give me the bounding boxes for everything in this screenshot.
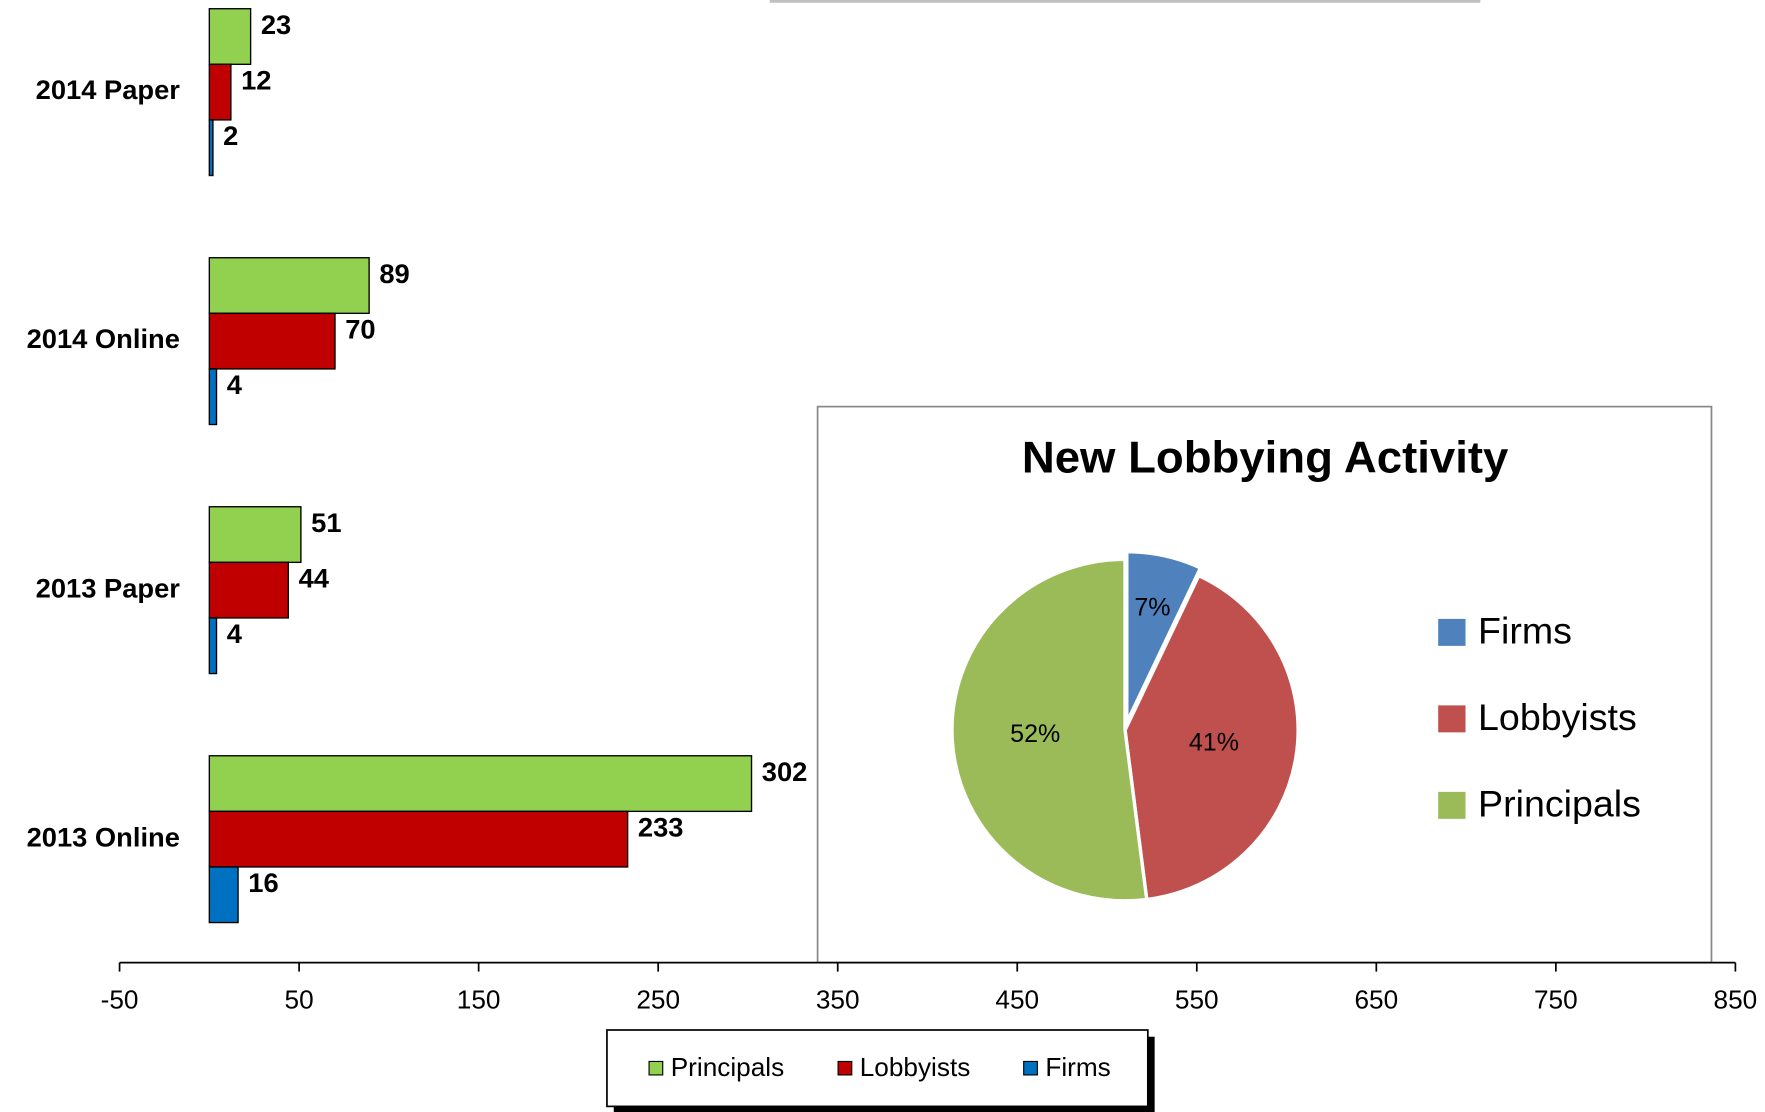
bar-value-label: 233 (638, 812, 684, 843)
bar (208, 617, 218, 675)
legend-label: Principals (1478, 783, 1641, 825)
legend-label: Firms (1045, 1052, 1110, 1082)
bar (208, 312, 336, 370)
bar (208, 8, 252, 65)
legend-swatch (648, 1060, 664, 1076)
bar (208, 810, 629, 868)
legend-swatch (1023, 1060, 1038, 1076)
bar (208, 755, 753, 813)
pie-value-label: 7% (1134, 594, 1170, 622)
bar (208, 561, 290, 619)
x-tick-label: 650 (1354, 985, 1398, 1015)
legend-swatch (1438, 791, 1466, 819)
legend-swatch (837, 1060, 853, 1076)
x-tick-label: 150 (457, 985, 501, 1015)
category-label: 2014 Paper (36, 74, 181, 105)
x-tick-label: 750 (1534, 985, 1578, 1015)
x-tick-label: 50 (285, 985, 314, 1015)
x-tick-label: 450 (995, 985, 1039, 1015)
x-tick-label: -50 (101, 985, 139, 1015)
bar-value-label: 4 (227, 369, 242, 400)
category-label: 2014 Online (27, 323, 180, 354)
bar (208, 63, 232, 121)
x-tick-label: 550 (1175, 985, 1219, 1015)
bar-value-label: 2 (223, 120, 238, 151)
legend-label: Lobbyists (860, 1052, 971, 1082)
bar-value-label: 70 (345, 314, 375, 345)
legend-label: Firms (1478, 610, 1572, 652)
bar-value-label: 4 (227, 618, 242, 649)
legend-box (606, 1029, 1149, 1108)
category-label: 2013 Paper (36, 572, 181, 603)
legend-label: Principals (671, 1052, 784, 1082)
bar (208, 257, 370, 314)
bar (208, 506, 302, 564)
x-tick-label: 350 (816, 985, 860, 1015)
bar (208, 866, 239, 924)
pie-value-label: 52% (1010, 720, 1060, 748)
x-tick-label: 850 (1714, 985, 1758, 1015)
pie-title: New Lobbying Activity (1022, 432, 1509, 483)
legend-swatch (1438, 618, 1466, 646)
x-tick-label: 250 (636, 985, 680, 1015)
legend-swatch (1438, 705, 1466, 733)
bar-value-label: 16 (248, 867, 278, 898)
category-label: 2013 Online (27, 821, 180, 852)
bar-value-label: 51 (311, 507, 341, 538)
bar-value-label: 44 (299, 563, 329, 594)
bar-value-label: 302 (762, 756, 808, 787)
bar-value-label: 23 (261, 9, 291, 40)
pie-slice (1125, 550, 1203, 724)
pie-slice (1123, 573, 1300, 902)
legend-label: Lobbyists (1478, 696, 1637, 738)
bar-value-label: 89 (379, 258, 409, 289)
pie-slice (950, 557, 1149, 903)
bar-value-label: 12 (241, 65, 271, 96)
bar (208, 119, 214, 177)
bar (208, 368, 218, 426)
pie-value-label: 41% (1189, 729, 1239, 757)
